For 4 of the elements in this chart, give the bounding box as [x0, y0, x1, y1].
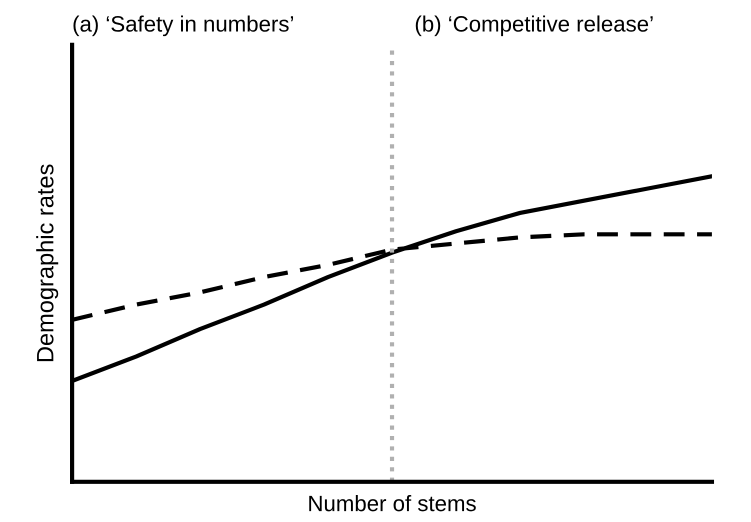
x-axis-title: Number of stems — [309, 495, 476, 512]
y-axis-title: Demographic rates — [36, 164, 58, 362]
text: (a) ‘Safety in numbers’ — [73, 15, 294, 36]
text: (b) ‘Competitive release’ — [416, 15, 653, 36]
